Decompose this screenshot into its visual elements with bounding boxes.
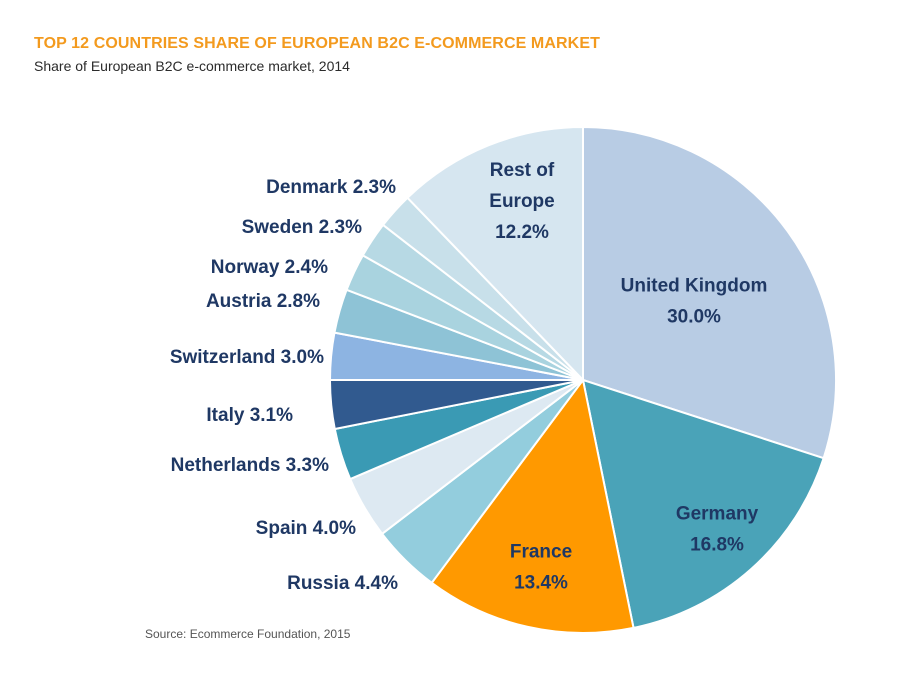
pie-slice-rest-of-europe — [406, 126, 584, 381]
slice-label-line: 16.8% — [690, 535, 744, 556]
slice-label-line: 13.4% — [514, 573, 568, 594]
slice-label-united-kingdom: United Kingdom 30.0% — [621, 276, 768, 328]
slice-label-germany: Germany 16.8% — [676, 504, 759, 556]
slice-label-sweden: Sweden 2.3% — [242, 217, 362, 238]
slice-label-switzerland: Switzerland 3.0% — [170, 347, 324, 368]
pie-slice-united-kingdom — [582, 126, 838, 460]
slice-label-spain: Spain 4.0% — [256, 518, 356, 539]
slice-label-italy: Italy 3.1% — [206, 405, 293, 426]
slice-label-norway: Norway 2.4% — [211, 257, 328, 278]
slice-label-line: France — [510, 542, 572, 563]
slice-label-line: Rest of — [490, 160, 555, 181]
pie-slice-france — [430, 379, 635, 634]
slice-label-denmark: Denmark 2.3% — [266, 177, 396, 198]
slice-label-russia: Russia 4.4% — [287, 573, 398, 594]
slice-label-netherlands: Netherlands 3.3% — [171, 455, 329, 476]
slice-label-line: 12.2% — [495, 222, 549, 243]
pie-slices — [329, 126, 838, 634]
pie-slice-germany — [582, 379, 825, 629]
slice-label-line: 30.0% — [667, 307, 721, 328]
slice-label-austria: Austria 2.8% — [206, 291, 320, 312]
slice-label-line: United Kingdom — [621, 276, 768, 297]
slice-label-rest-of-europe: Rest of Europe 12.2% — [489, 160, 555, 243]
pie-labels: United Kingdom 30.0% Germany 16.8% France 13.… — [170, 160, 768, 594]
slice-label-line: Europe — [489, 191, 554, 212]
chart-source: Source: Ecommerce Foundation, 2015 — [145, 627, 351, 641]
chart-subtitle: Share of European B2C e-commerce market,… — [34, 58, 350, 74]
slice-label-france: France 13.4% — [510, 542, 572, 594]
chart-title: TOP 12 COUNTRIES SHARE OF EUROPEAN B2C E… — [34, 35, 600, 52]
slice-label-line: Germany — [676, 504, 759, 525]
